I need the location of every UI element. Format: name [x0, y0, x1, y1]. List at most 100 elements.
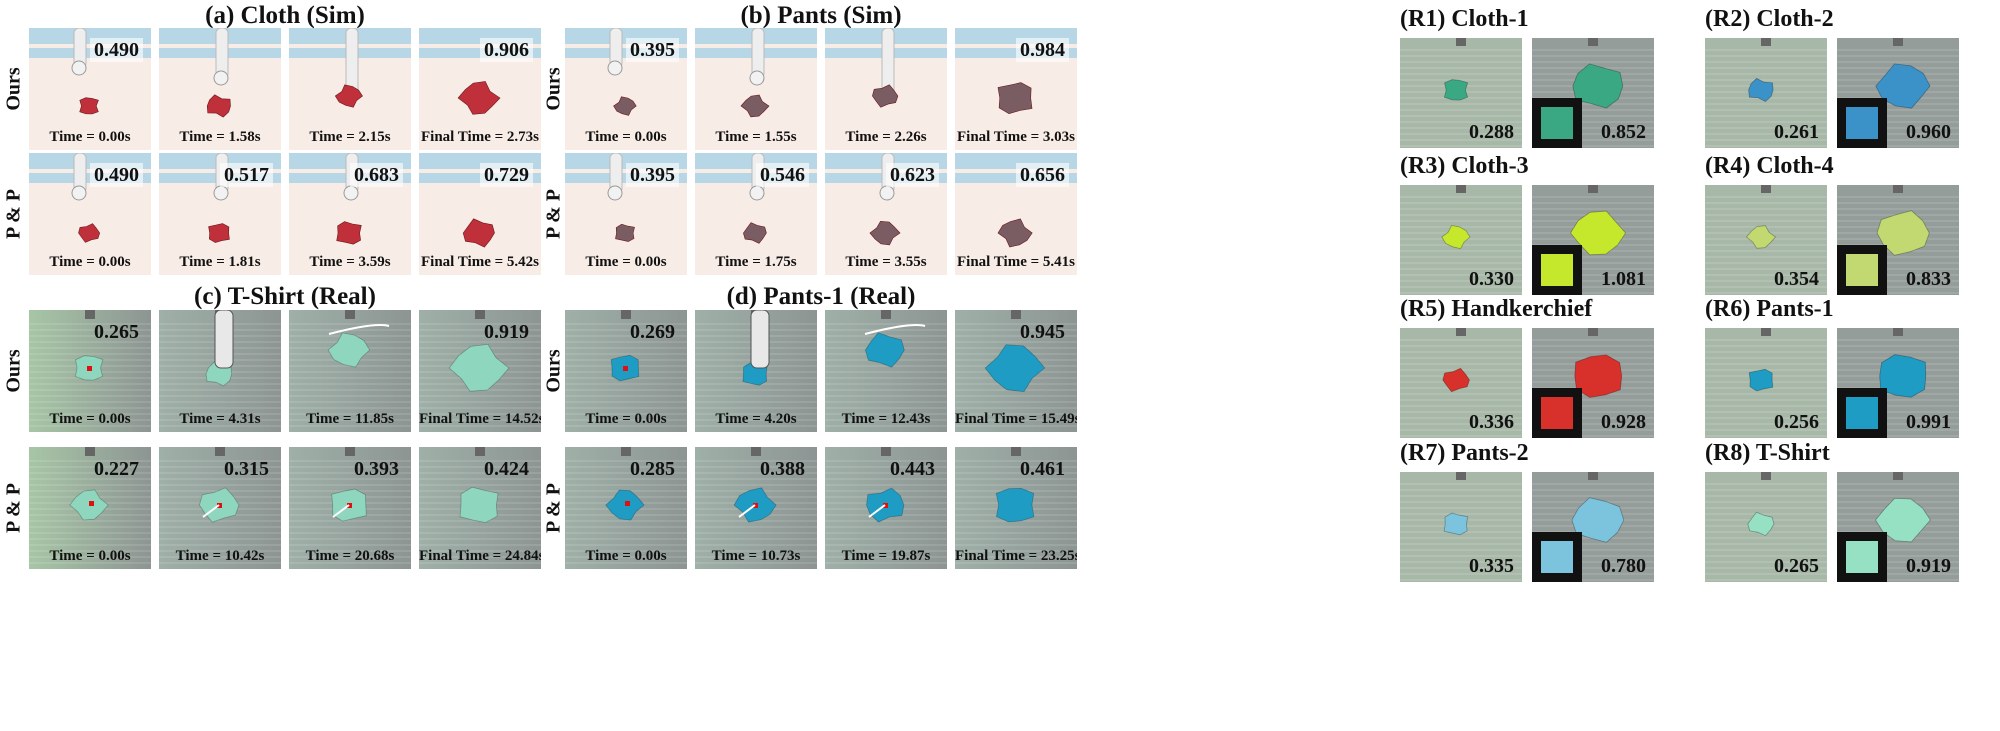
frame-tile: Time = 4.20s [695, 310, 817, 432]
frame-tile: 0.656 Final Time = 5.41s [955, 153, 1077, 275]
robot-gripper [213, 185, 229, 201]
coverage-score: 0.490 [90, 163, 143, 187]
frame-tile: 0.393 Time = 20.68s [289, 447, 411, 569]
robot-arm [214, 310, 234, 369]
panel-title-d: (d) Pants-1 (Real) [726, 283, 916, 310]
grasp-point [623, 366, 628, 371]
initial-score: 0.330 [1469, 268, 1514, 290]
frame-tile: 0.315 Time = 10.42s [159, 447, 281, 569]
time-label: Time = 0.00s [585, 254, 667, 270]
frame-tile: Time = 11.85s [289, 310, 411, 432]
real-initial-tile: 0.335 [1400, 472, 1522, 582]
garment-shape [605, 489, 645, 521]
camera-mount [1588, 185, 1598, 193]
real-item-title: (R8) T-Shirt [1705, 440, 1830, 466]
flat-garment [1541, 397, 1573, 429]
coverage-score: 0.490 [90, 38, 143, 62]
real-initial-tile: 0.256 [1705, 328, 1827, 438]
camera-mount [215, 447, 225, 456]
inset-svg [1846, 107, 1878, 139]
coverage-score: 0.424 [484, 458, 529, 480]
coverage-score: 0.395 [626, 163, 679, 187]
frame-tile: 0.269 Time = 0.00s [565, 310, 687, 432]
coverage-score: 0.546 [756, 163, 809, 187]
scene-svg [1400, 328, 1522, 438]
row-label-a-0: Ours [2, 67, 25, 111]
camera-mount [1761, 328, 1771, 336]
frame-tile: 0.906 Final Time = 2.73s [419, 28, 541, 150]
grasp-point [753, 503, 758, 508]
frame-tile: 0.919 Final Time = 14.52s [419, 310, 541, 432]
garment-shape [1876, 210, 1930, 256]
real-initial-tile: 0.354 [1705, 185, 1827, 295]
coverage-score: 0.285 [630, 458, 675, 480]
frame-tile: 0.285 Time = 0.00s [565, 447, 687, 569]
garment-shape [1572, 63, 1624, 109]
time-label: Time = 3.55s [845, 254, 927, 270]
real-item-title: (R4) Cloth-4 [1705, 153, 1834, 179]
scene-svg [1400, 38, 1522, 148]
time-label: Time = 11.85s [306, 411, 394, 427]
real-initial-tile: 0.288 [1400, 38, 1522, 148]
coverage-score: 0.265 [94, 321, 139, 343]
scene-svg [1532, 328, 1654, 438]
cloth-shape [872, 84, 899, 108]
garment-shape [1443, 79, 1469, 101]
frame-tile: 0.729 Final Time = 5.42s [419, 153, 541, 275]
camera-mount [621, 310, 631, 319]
time-label: Final Time = 5.41s [956, 254, 1075, 270]
flat-garment [1541, 254, 1573, 286]
time-label: Time = 0.00s [585, 129, 667, 145]
real-initial-tile: 0.336 [1400, 328, 1522, 438]
garment-shape [1745, 225, 1777, 249]
reference-inset [1532, 532, 1582, 582]
initial-score: 0.288 [1469, 121, 1514, 143]
flat-garment [1846, 107, 1878, 139]
time-label: Time = 20.68s [305, 548, 395, 564]
row-label-c-0: Ours [2, 349, 25, 393]
camera-mount [1893, 38, 1903, 46]
grasp-point [89, 501, 94, 506]
scene-svg [825, 310, 947, 432]
frame-tile: 0.490 Time = 0.00s [29, 28, 151, 150]
grasp-point [87, 366, 92, 371]
inset-svg [1541, 107, 1573, 139]
flat-garment [1846, 541, 1878, 573]
scene-svg [1705, 38, 1827, 148]
final-score: 0.991 [1906, 411, 1951, 433]
frame-tile: 0.945 Final Time = 15.49s [955, 310, 1077, 432]
camera-mount [881, 310, 891, 319]
garment-shape [1574, 354, 1623, 398]
garment-shape [1747, 511, 1775, 537]
coverage-score: 0.227 [94, 458, 139, 480]
camera-mount [1456, 472, 1466, 480]
coverage-score: 0.623 [886, 163, 939, 187]
camera-mount [475, 310, 485, 319]
frame-tile: 0.443 Time = 19.87s [825, 447, 947, 569]
real-initial-tile: 0.330 [1400, 185, 1522, 295]
cloth-shape [336, 221, 362, 245]
scene-svg [419, 447, 541, 569]
time-label: Time = 10.42s [175, 548, 265, 564]
robot-gripper [71, 185, 87, 201]
real-initial-tile: 0.265 [1705, 472, 1827, 582]
final-score: 0.780 [1601, 555, 1646, 577]
frame-tile: Time = 2.15s [289, 28, 411, 150]
time-label: Time = 4.31s [179, 411, 261, 427]
time-label: Final Time = 5.42s [420, 254, 539, 270]
initial-score: 0.265 [1774, 555, 1819, 577]
coverage-score: 0.906 [480, 38, 533, 62]
coverage-score: 0.517 [220, 163, 273, 187]
garment-shape [1748, 77, 1774, 102]
real-item-title: (R1) Cloth-1 [1400, 6, 1529, 32]
garment-shape [1879, 354, 1927, 398]
camera-mount [85, 310, 95, 319]
reference-inset [1532, 245, 1582, 295]
scene-svg [29, 310, 151, 432]
final-score: 0.833 [1906, 268, 1951, 290]
scene-svg [565, 310, 687, 432]
initial-score: 0.336 [1469, 411, 1514, 433]
real-final-tile: 0.833 [1837, 185, 1959, 295]
frame-tile: Time = 4.31s [159, 310, 281, 432]
scene-svg [825, 28, 947, 108]
